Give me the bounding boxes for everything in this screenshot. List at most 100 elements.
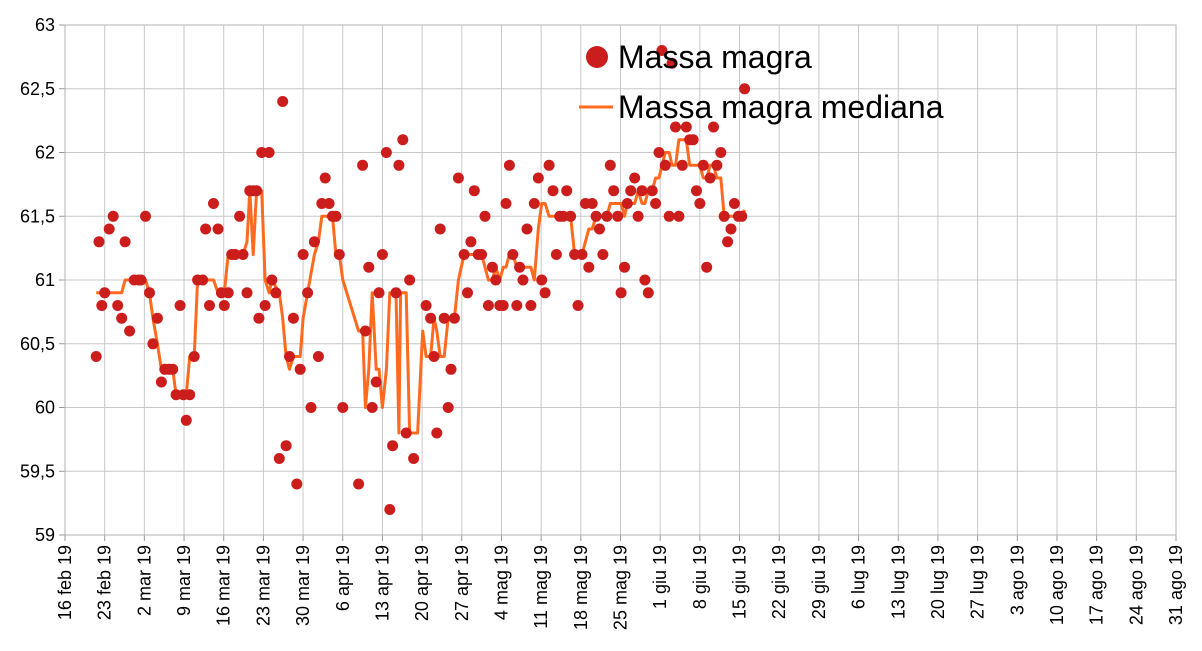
data-point [229, 249, 241, 260]
median-line-series [96, 138, 746, 435]
data-point [442, 402, 454, 413]
data-point [725, 223, 737, 235]
data-point [586, 198, 598, 209]
data-point [234, 210, 246, 222]
data-point [397, 134, 409, 146]
data-point [144, 287, 155, 299]
data-point [96, 300, 108, 311]
x-tick-label: 27 lug 19 [968, 545, 988, 619]
data-point [625, 185, 637, 197]
data-point [673, 210, 685, 222]
x-tick-label: 11 mag 19 [531, 545, 551, 629]
data-point [408, 453, 420, 464]
data-point [387, 440, 399, 452]
data-point [237, 249, 249, 260]
data-point [612, 210, 624, 222]
x-tick-label: 2 mar 19 [134, 545, 154, 616]
x-tick-label: 27 apr 19 [452, 545, 472, 621]
data-point [323, 198, 335, 209]
data-point [93, 236, 105, 248]
data-point [431, 427, 443, 439]
data-point [646, 185, 658, 197]
data-point [532, 172, 544, 184]
data-point [722, 236, 734, 248]
data-point [583, 261, 595, 273]
data-point [680, 121, 692, 133]
x-tick-label: 4 mag 19 [491, 545, 511, 620]
data-point [482, 300, 494, 311]
data-point [280, 440, 292, 452]
data-point [188, 351, 200, 362]
data-point [119, 236, 131, 248]
data-point [608, 185, 620, 197]
legend-marker-massa-magra [586, 46, 608, 68]
data-point [694, 198, 706, 209]
data-point [357, 159, 369, 171]
median-line [96, 138, 746, 435]
legend: Massa magra Massa magra mediana [579, 39, 944, 125]
data-point [521, 223, 533, 235]
data-point [639, 274, 651, 286]
data-point [208, 198, 219, 209]
data-point [222, 287, 234, 299]
data-point [330, 210, 342, 222]
data-point [90, 351, 102, 362]
y-tick-label: 62,5 [20, 79, 55, 99]
data-point [543, 159, 555, 171]
data-point [597, 249, 609, 260]
data-point [670, 121, 681, 133]
data-point [200, 223, 212, 235]
data-point [180, 414, 192, 426]
data-point [539, 287, 551, 299]
data-point [458, 249, 470, 260]
data-point [452, 172, 464, 184]
y-tick-label: 62 [35, 143, 55, 163]
data-point [561, 185, 573, 197]
data-point [434, 223, 446, 235]
x-tick-label: 15 giu 19 [730, 545, 750, 619]
data-point [728, 198, 740, 209]
y-tick-label: 61 [35, 270, 55, 290]
data-point [525, 300, 537, 311]
data-point [711, 159, 723, 171]
data-point [653, 147, 665, 158]
data-point [107, 210, 119, 222]
data-point [676, 159, 688, 171]
x-tick-label: 20 lug 19 [928, 545, 948, 619]
y-tick-label: 59 [35, 525, 55, 545]
data-point [135, 274, 147, 286]
data-point [632, 210, 644, 222]
data-point [99, 287, 111, 299]
data-point [384, 504, 396, 515]
data-point [497, 300, 509, 311]
data-point [697, 159, 709, 171]
data-point [184, 389, 196, 401]
data-point [650, 198, 662, 209]
y-tick-label: 61,5 [20, 206, 55, 226]
plot-area-border [64, 24, 1177, 536]
data-point [438, 312, 450, 324]
data-point [691, 185, 702, 197]
data-point [708, 121, 719, 133]
data-point [124, 325, 136, 337]
data-point [476, 249, 488, 260]
data-point [294, 363, 306, 375]
data-point [390, 287, 402, 299]
data-point [308, 236, 320, 248]
data-point [380, 147, 392, 158]
data-point [241, 287, 253, 299]
data-point [363, 261, 375, 273]
data-point [302, 287, 314, 299]
data-point [112, 300, 124, 311]
data-point [739, 83, 751, 95]
data-point [404, 274, 416, 286]
data-point [251, 185, 263, 197]
data-point [373, 287, 385, 299]
data-point [517, 274, 529, 286]
data-point [590, 210, 602, 222]
x-tick-label: 10 ago 19 [1047, 545, 1067, 625]
data-point [659, 159, 671, 171]
x-tick-label: 23 feb 19 [95, 545, 115, 620]
y-tick-label: 59,5 [20, 461, 55, 481]
data-point [103, 223, 115, 235]
